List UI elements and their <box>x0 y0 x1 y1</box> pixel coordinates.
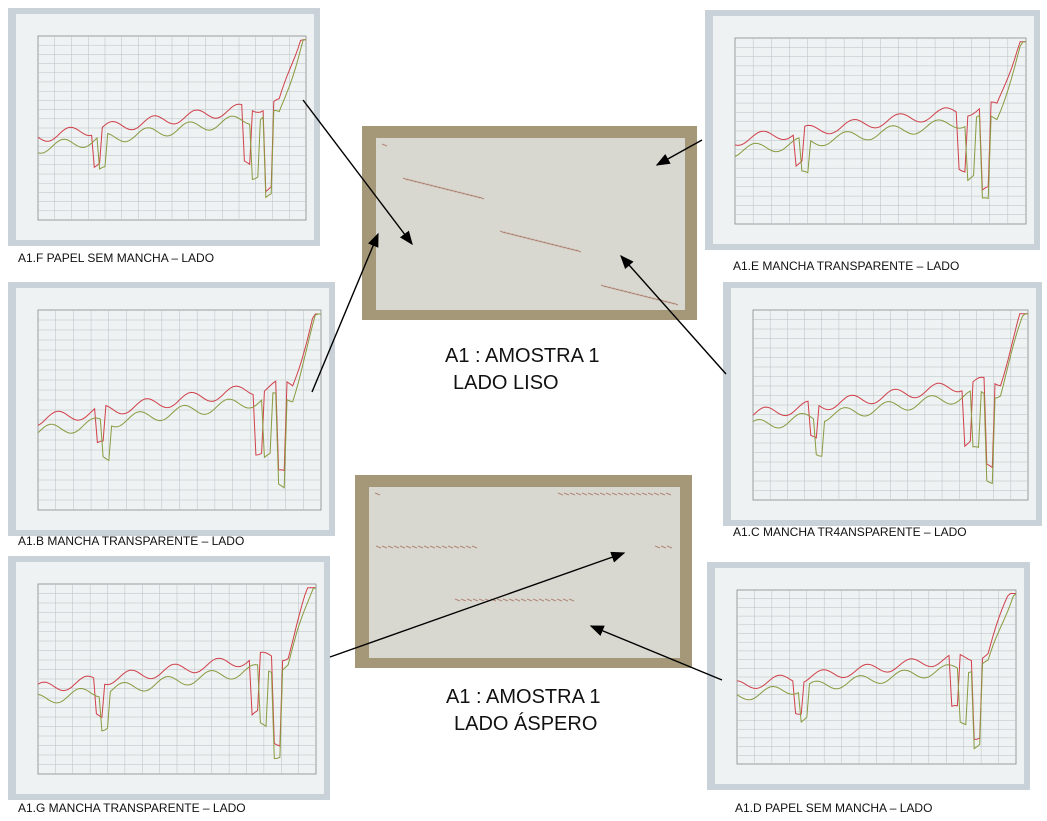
spectrum-photo <box>8 556 330 800</box>
spectrum-photo <box>705 10 1040 250</box>
paper <box>16 562 324 794</box>
photos <box>8 8 1042 800</box>
sample-side: LADO ÁSPERO <box>454 712 597 735</box>
paper <box>16 288 329 530</box>
figure: A1.F PAPEL SEM MANCHA – LADO A1.E MANCHA … <box>0 0 1047 821</box>
spectrum-caption: A1.D PAPEL SEM MANCHA – LADO <box>735 801 932 815</box>
sample-photo <box>355 475 692 668</box>
spectrum-caption: A1.E MANCHA TRANSPARENTE – LADO <box>733 259 959 273</box>
paper-sample <box>369 487 680 658</box>
spectrum-caption: A1.B MANCHA TRANSPARENTE – LADO <box>18 534 244 548</box>
spectrum-caption: A1.F PAPEL SEM MANCHA – LADO <box>18 251 214 265</box>
paper <box>713 16 1034 244</box>
spectrum-caption: A1.G MANCHA TRANSPARENTE – LADO <box>18 801 246 815</box>
spectrum-photo <box>8 282 335 536</box>
sample-side: LADO LISO <box>453 372 559 394</box>
spectrum-caption: A1.C MANCHA TR4ANSPARENTE – LADO <box>733 525 967 539</box>
paper <box>16 14 314 240</box>
spectrum-photo <box>8 8 320 246</box>
spectrum-photo <box>707 562 1030 790</box>
paper <box>731 288 1036 520</box>
paper <box>715 568 1024 784</box>
sample-photo <box>362 126 697 320</box>
sample-title: A1 : AMOSTRA 1 <box>446 686 601 708</box>
paper-sample <box>376 138 685 310</box>
sample-title: A1 : AMOSTRA 1 <box>445 345 600 367</box>
spectrum-photo <box>723 282 1042 526</box>
